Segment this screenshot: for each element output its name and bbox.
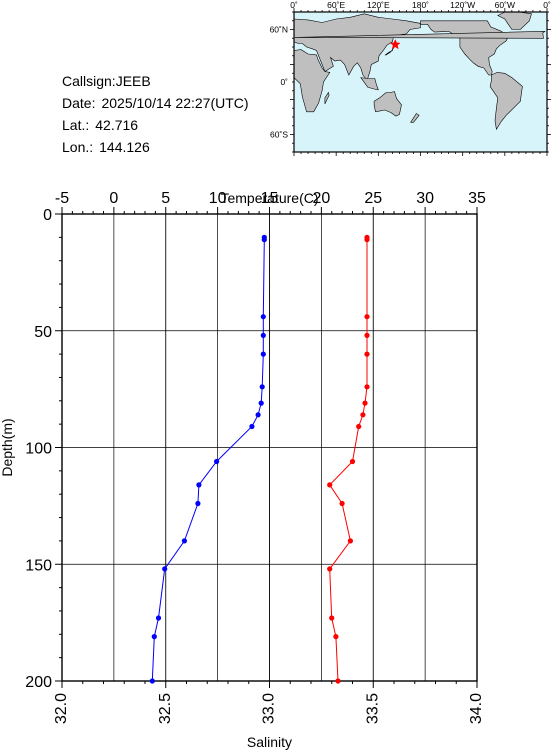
- temperature-data-point: [255, 412, 261, 418]
- land-mass: [294, 30, 546, 39]
- salinity-data-point: [360, 412, 366, 418]
- salinity-profile-line: [329, 237, 368, 682]
- salinity-data-point: [329, 615, 335, 621]
- temperature-data-point: [155, 615, 162, 621]
- temperature-data-point: [162, 566, 168, 572]
- map-lat-label: 60˚N: [270, 25, 288, 35]
- depth-tick-label: 50: [34, 324, 52, 341]
- salinity-data-point: [349, 458, 356, 465]
- temperature-tick-label: 15: [261, 190, 279, 207]
- temperature-tick-label: 5: [161, 190, 170, 207]
- salinity-data-point: [364, 351, 370, 357]
- temperature-tick-label: 30: [416, 190, 434, 207]
- salinity-data-point: [364, 237, 370, 243]
- map-lon-label: 120˚E: [367, 0, 390, 10]
- land-mass: [293, 13, 421, 81]
- temperature-data-point: [196, 482, 202, 488]
- temperature-data-point: [181, 538, 187, 544]
- cast-info-panel: Callsign:JEEB Date: 2025/10/14 22:27(UTC)…: [62, 70, 249, 158]
- map-lon-label: 0˚: [543, 0, 551, 10]
- lat-label: Lat.:: [62, 117, 90, 133]
- salinity-data-point: [364, 332, 370, 338]
- land-mass: [293, 49, 331, 113]
- lat-value: 42.716: [95, 117, 139, 133]
- temperature-axis-title: Temperature(C): [220, 190, 318, 206]
- temperature-data-point: [258, 400, 264, 406]
- salinity-data-point: [347, 538, 353, 544]
- temperature-data-point: [249, 423, 255, 430]
- temperature-data-point: [260, 314, 266, 320]
- temperature-data-point: [214, 458, 220, 465]
- salinity-data-point: [335, 678, 341, 684]
- depth-axis-title: Depth(m): [0, 418, 15, 476]
- temperature-data-point: [259, 384, 265, 390]
- salinity-data-point: [333, 634, 339, 640]
- map-lat-label: 60˚S: [270, 130, 288, 140]
- temperature-data-point: [260, 332, 266, 338]
- temperature-data-point: [149, 678, 155, 684]
- map-lon-label: 0˚: [290, 0, 298, 10]
- land-mass: [360, 77, 379, 91]
- depth-tick-label: 150: [25, 557, 52, 574]
- temperature-tick-label: 20: [312, 190, 330, 207]
- salinity-axis-title: Salinity: [247, 734, 292, 750]
- lat-line: Lat.: 42.716: [62, 114, 249, 136]
- salinity-tick-label: 33.0: [261, 693, 278, 724]
- salinity-data-point: [339, 500, 345, 507]
- map-lon-label: 120˚W: [450, 0, 475, 10]
- callsign-label: Callsign:: [62, 73, 116, 89]
- temperature-tick-label: -5: [55, 190, 69, 207]
- callsign-value: JEEB: [115, 73, 151, 89]
- lon-value: 144.126: [99, 139, 150, 155]
- date-line: Date: 2025/10/14 22:27(UTC): [62, 92, 249, 114]
- location-map: 0˚ 60˚E 120˚E 180˚ 120˚W 60˚W 0˚ 60˚N 0˚ 60˚S: [270, 0, 551, 156]
- lon-line: Lon.: 144.126: [62, 136, 249, 158]
- temperature-tick-label: 10: [209, 190, 227, 207]
- salinity-data-point: [364, 314, 370, 320]
- temperature-data-point: [151, 634, 157, 640]
- map-lon-label: 60˚W: [495, 0, 515, 10]
- temperature-tick-label: 35: [468, 190, 486, 207]
- map-lon-label: 60˚E: [327, 0, 345, 10]
- temperature-data-point: [260, 351, 266, 357]
- temperature-tick-label: 0: [109, 190, 118, 207]
- land-mass: [489, 72, 523, 131]
- temperature-tick-label: 25: [364, 190, 382, 207]
- lon-label: Lon.:: [62, 139, 94, 155]
- depth-tick-label: 0: [43, 207, 52, 224]
- land-mass: [410, 113, 420, 123]
- temperature-data-point: [261, 237, 267, 243]
- salinity-data-point: [356, 423, 362, 430]
- land-mass: [324, 91, 330, 105]
- salinity-data-point: [327, 482, 333, 488]
- date-value: 2025/10/14 22:27(UTC): [101, 95, 249, 111]
- salinity-data-point: [362, 400, 368, 406]
- salinity-tick-label: 32.5: [157, 693, 174, 724]
- temperature-profile-line: [151, 237, 265, 682]
- salinity-tick-label: 32.0: [53, 693, 70, 724]
- callsign-line: Callsign:JEEB: [62, 70, 249, 92]
- map-lon-label: 180˚: [412, 0, 429, 10]
- temperature-data-point: [195, 500, 201, 507]
- salinity-tick-label: 34.0: [468, 693, 485, 724]
- station-star-icon: [389, 38, 401, 50]
- salinity-tick-label: 33.5: [364, 693, 381, 724]
- depth-tick-label: 100: [25, 441, 52, 458]
- land-mass: [373, 91, 402, 117]
- map-lat-label: 0˚: [280, 77, 288, 87]
- salinity-data-point: [364, 384, 370, 390]
- salinity-data-point: [327, 566, 333, 572]
- depth-tick-label: 200: [25, 674, 52, 691]
- date-label: Date:: [62, 95, 96, 111]
